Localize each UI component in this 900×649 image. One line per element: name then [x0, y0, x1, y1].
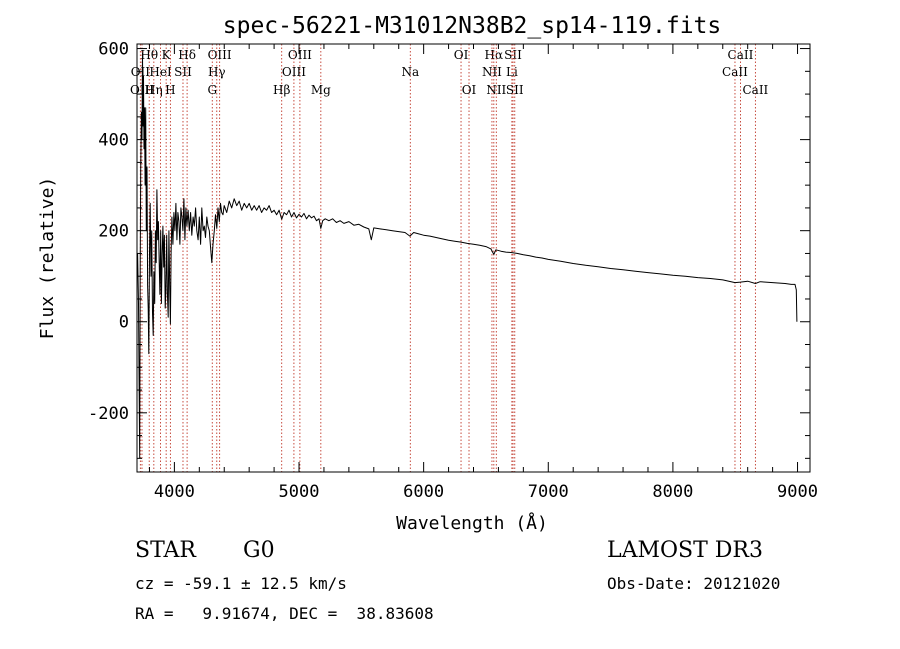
x-axis-label: Wavelength (Å) [396, 512, 548, 534]
line-marker-label: OIII [288, 48, 312, 62]
y-tick-label: -200 [88, 404, 129, 424]
line-marker-label: OI [462, 83, 477, 97]
line-marker-label: SII [504, 48, 522, 62]
chart-title: spec-56221-M31012N38B2_sp14-119.fits [223, 13, 722, 39]
line-marker-label: H [165, 83, 175, 97]
line-marker-label: CaII [722, 65, 748, 79]
x-tick-label: 6000 [403, 482, 444, 502]
line-marker-label: OII [131, 65, 151, 79]
line-marker-label: OIII [282, 65, 306, 79]
line-marker-label: K [162, 48, 172, 62]
line-marker-label: OI [454, 48, 469, 62]
series-layer [137, 52, 798, 459]
line-marker-label: SII [506, 83, 524, 97]
line-marker-label: Hα [485, 48, 504, 62]
x-tick-label: 9000 [777, 482, 818, 502]
y-tick-label: 0 [119, 313, 129, 333]
x-tick-label: 5000 [279, 482, 320, 502]
y-tick-label: 600 [98, 40, 129, 60]
object-class: STAR [135, 538, 196, 563]
line-marker-label: Hη [145, 83, 163, 97]
y-axis: -200 0 200 400 600 [88, 40, 810, 459]
line-marker-label: CaII [728, 48, 754, 62]
line-marker-label: OIII [208, 48, 232, 62]
y-axis-label: Flux (relative) [37, 177, 58, 340]
line-marker-label: Na [401, 65, 419, 79]
line-marker-label: Mg [311, 83, 331, 97]
line-marker-label: SII [174, 65, 192, 79]
y-tick-label: 400 [98, 131, 129, 151]
x-tick-label: 8000 [652, 482, 693, 502]
series-line-0 [137, 52, 798, 459]
line-marker-label: Li [506, 65, 518, 79]
line-marker-label: Hγ [208, 65, 226, 79]
x-tick-label: 4000 [154, 482, 195, 502]
redshift-velocity: cz = -59.1 ± 12.5 km/s [135, 574, 347, 593]
y-tick-label: 200 [98, 222, 129, 242]
observation-date: Obs-Date: 20121020 [607, 574, 781, 593]
line-marker-label: G [207, 83, 217, 97]
x-tick-label: 7000 [528, 482, 569, 502]
survey-label: LAMOST DR3 [607, 538, 763, 563]
line-marker-label: CaII [742, 83, 768, 97]
plot-frame [136, 43, 811, 473]
line-marker-label: NII [482, 65, 502, 79]
object-subclass: G0 [243, 538, 275, 563]
coordinates: RA = 9.91674, DEC = 38.83608 [135, 604, 434, 623]
line-marker-label: Hβ [273, 83, 290, 97]
line-marker-label: NII [486, 83, 506, 97]
x-axis: 4000 5000 6000 7000 8000 9000 [148, 44, 818, 502]
line-marker-label: HeI [149, 65, 172, 79]
line-marker-label: Hδ [178, 48, 196, 62]
